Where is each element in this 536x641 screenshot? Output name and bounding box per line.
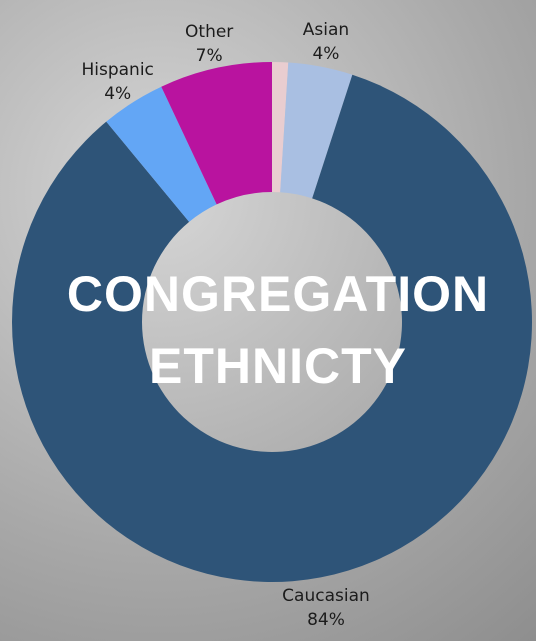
- donut-slice: [12, 74, 533, 582]
- category-label: Other: [185, 22, 233, 42]
- slice-label: Caucasian 84%: [282, 586, 370, 630]
- value-label: 84%: [307, 610, 345, 630]
- value-label: 4%: [104, 84, 131, 104]
- donut-slice: [272, 62, 289, 193]
- slice-label: Asian 4%: [303, 20, 349, 64]
- category-label: Caucasian: [282, 586, 370, 606]
- category-label: Asian: [303, 20, 349, 40]
- slice-label: Other 7%: [185, 22, 233, 66]
- donut-slice: [161, 62, 272, 205]
- chart-title: CONGREGATION ETHNICTY: [66, 266, 490, 394]
- category-label: Hispanic: [81, 60, 153, 80]
- value-label: 7%: [196, 46, 223, 66]
- donut-slice: [106, 86, 217, 222]
- value-label: 4%: [312, 44, 339, 64]
- donut-slice: [280, 62, 353, 199]
- slice-label: Hispanic 4%: [81, 60, 153, 104]
